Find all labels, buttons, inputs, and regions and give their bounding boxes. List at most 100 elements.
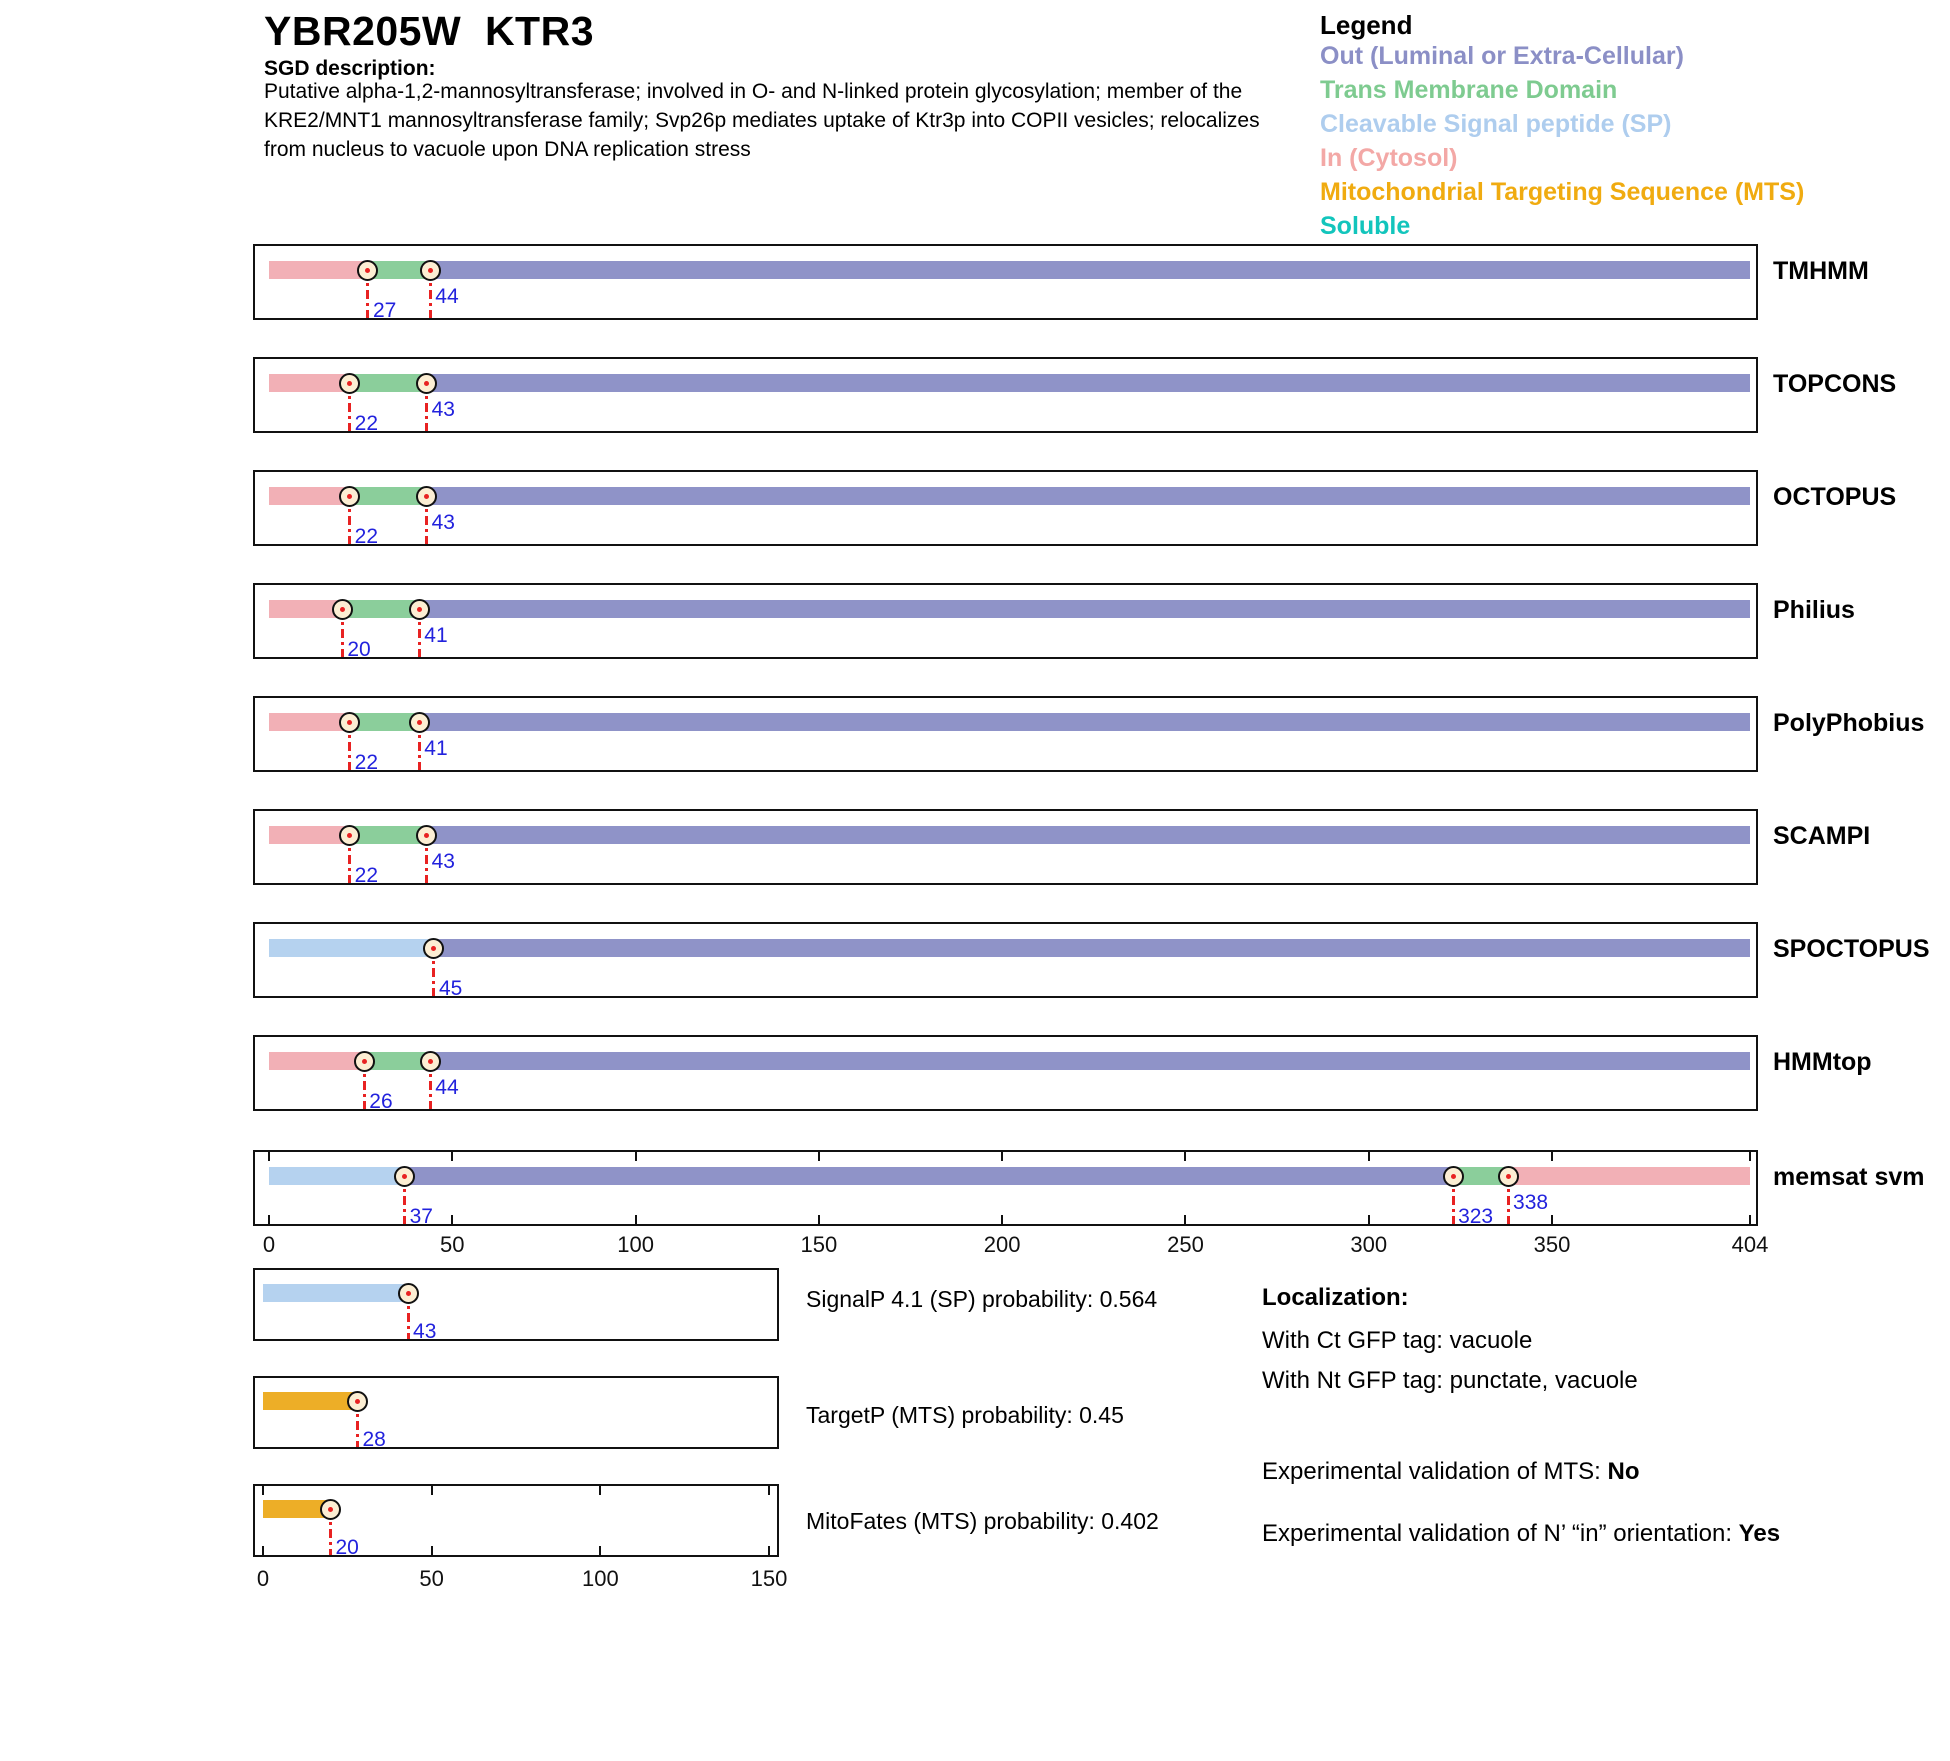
axis-tick bbox=[634, 1152, 637, 1161]
track-segment-out bbox=[419, 713, 1750, 731]
track-panel bbox=[253, 1268, 779, 1341]
boundary-position-label: 338 bbox=[1513, 1191, 1549, 1214]
boundary-position-label: 43 bbox=[431, 511, 455, 534]
axis-tick-label: 300 bbox=[1350, 1232, 1388, 1257]
mts-validation-line: Experimental validation of MTS: No bbox=[1262, 1458, 1639, 1486]
boundary-line bbox=[403, 1176, 407, 1224]
sgd-description-heading: SGD description: bbox=[264, 57, 436, 80]
axis-tick-label: 250 bbox=[1167, 1232, 1204, 1257]
boundary-marker-dot bbox=[424, 380, 430, 386]
boundary-line bbox=[355, 1401, 359, 1447]
boundary-position-label: 41 bbox=[424, 737, 448, 760]
boundary-position-label: 43 bbox=[413, 1320, 437, 1343]
track-segment-sp bbox=[263, 1284, 409, 1302]
track-segment-mts bbox=[263, 1392, 358, 1410]
boundary-position-label: 44 bbox=[435, 285, 459, 308]
track-segment-out bbox=[430, 1052, 1750, 1070]
boundary-marker bbox=[339, 711, 361, 733]
axis-tick bbox=[817, 1215, 820, 1224]
track-segment-out bbox=[426, 826, 1750, 844]
track-segment-tm bbox=[367, 261, 431, 279]
track-panel bbox=[253, 1484, 779, 1557]
boundary-position-label: 20 bbox=[347, 638, 371, 661]
axis-tick-label: 200 bbox=[983, 1232, 1021, 1257]
track-name-label: memsat svm bbox=[1773, 1163, 1925, 1191]
track-segment-out bbox=[426, 487, 1750, 505]
axis-tick bbox=[262, 1546, 264, 1555]
track-panel bbox=[253, 696, 1758, 772]
orientation-validation-prefix: Experimental validation of N’ “in” orien… bbox=[1262, 1520, 1739, 1547]
boundary-position-label: 28 bbox=[362, 1428, 386, 1451]
boundary-marker-dot bbox=[424, 832, 430, 838]
track-name-label: TMHMM bbox=[1773, 257, 1869, 285]
axis-tick bbox=[768, 1546, 770, 1555]
legend-item-mts: Mitochondrial Targeting Sequence (MTS) bbox=[1320, 178, 1805, 206]
boundary-position-label: 43 bbox=[431, 850, 455, 873]
axis-tick bbox=[1749, 1152, 1751, 1161]
track-segment-out bbox=[404, 1167, 1454, 1185]
boundary-marker-dot bbox=[327, 1506, 333, 1512]
track-name-label: SPOCTOPUS bbox=[1773, 935, 1930, 963]
boundary-marker-dot bbox=[347, 719, 353, 725]
track-panel bbox=[253, 809, 1758, 885]
track-segment-tm bbox=[349, 374, 427, 392]
boundary-marker-dot bbox=[354, 1398, 360, 1404]
track-panel bbox=[253, 922, 1758, 998]
boundary-marker bbox=[339, 485, 361, 507]
boundary-line bbox=[348, 722, 352, 770]
track-name-label: TOPCONS bbox=[1773, 370, 1897, 398]
axis-tick bbox=[817, 1152, 820, 1161]
boundary-marker-dot bbox=[402, 1173, 408, 1179]
boundary-line bbox=[425, 835, 429, 883]
track-panel bbox=[253, 244, 1758, 320]
legend-item-soluble: Soluble bbox=[1320, 212, 1411, 240]
boundary-marker bbox=[353, 1050, 375, 1072]
track-name-label: SCAMPI bbox=[1773, 822, 1871, 850]
boundary-line bbox=[348, 496, 352, 544]
small-axis-tick-label: 100 bbox=[581, 1566, 619, 1591]
boundary-line bbox=[1506, 1176, 1510, 1224]
track-segment-sp bbox=[269, 939, 434, 957]
boundary-marker bbox=[423, 937, 445, 959]
axis-tick bbox=[1551, 1215, 1554, 1224]
track-segment-out bbox=[426, 374, 1750, 392]
axis-tick bbox=[1367, 1152, 1370, 1161]
boundary-line bbox=[328, 1509, 332, 1555]
localization-heading: Localization: bbox=[1262, 1284, 1409, 1311]
boundary-position-label: 20 bbox=[335, 1536, 359, 1559]
track-segment-out bbox=[419, 600, 1750, 618]
boundary-line bbox=[425, 383, 429, 431]
boundary-line bbox=[428, 270, 432, 318]
track-segment-in bbox=[269, 826, 350, 844]
boundary-line bbox=[340, 609, 344, 657]
boundary-marker-dot bbox=[347, 493, 353, 499]
signalp-probability-label: SignalP 4.1 (SP) probability: 0.564 bbox=[806, 1286, 1158, 1312]
boundary-line bbox=[425, 496, 429, 544]
axis-tick bbox=[1001, 1215, 1004, 1224]
mts-validation-value: No bbox=[1607, 1458, 1640, 1485]
track-segment-in bbox=[269, 1052, 365, 1070]
small-axis-tick-label: 50 bbox=[419, 1566, 444, 1591]
orientation-validation-line: Experimental validation of N’ “in” orien… bbox=[1262, 1520, 1780, 1548]
track-segment-out bbox=[433, 939, 1750, 957]
localization-ct-gfp: With Ct GFP tag: vacuole bbox=[1262, 1327, 1533, 1354]
axis-tick bbox=[1184, 1215, 1187, 1224]
axis-tick bbox=[262, 1486, 264, 1495]
targetp-probability-label: TargetP (MTS) probability: 0.45 bbox=[806, 1402, 1124, 1428]
boundary-position-label: 37 bbox=[409, 1205, 433, 1228]
boundary-marker bbox=[416, 485, 438, 507]
axis-tick-label: 100 bbox=[617, 1232, 654, 1257]
axis-tick bbox=[1749, 1215, 1751, 1224]
axis-tick bbox=[430, 1546, 433, 1555]
axis-tick bbox=[1184, 1152, 1187, 1161]
boundary-position-label: 22 bbox=[354, 751, 378, 774]
boundary-marker-dot bbox=[347, 380, 353, 386]
boundary-marker bbox=[339, 824, 361, 846]
track-segment-tm bbox=[349, 826, 427, 844]
track-segment-in bbox=[269, 713, 350, 731]
boundary-position-label: 22 bbox=[354, 525, 378, 548]
axis-tick-label: 404 bbox=[1731, 1232, 1769, 1257]
sgd-description-line: KRE2/MNT1 mannosyltransferase family; Sv… bbox=[264, 109, 1260, 132]
axis-tick bbox=[599, 1546, 602, 1555]
boundary-marker-dot bbox=[361, 1058, 367, 1064]
